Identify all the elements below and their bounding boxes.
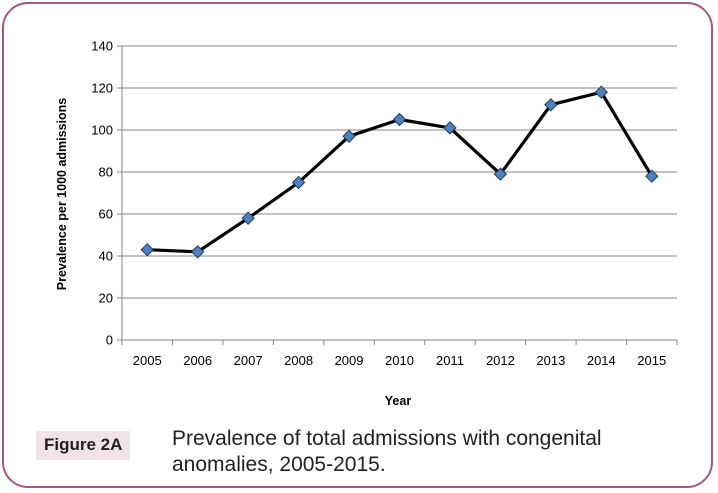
x-axis-title: Year — [385, 394, 412, 408]
data-point-marker — [645, 169, 659, 183]
x-tick-label: 2008 — [284, 353, 313, 368]
y-tick-label: 80 — [99, 165, 113, 180]
y-tick-label: 100 — [91, 123, 113, 138]
data-point-marker — [443, 121, 457, 135]
x-tick-label: 2006 — [183, 353, 212, 368]
line-chart: 0 20 40 60 80 100 120 140 2005 2006 2007 2008 2009 20… — [55, 39, 678, 408]
x-tick-label: 2005 — [133, 353, 162, 368]
series — [140, 85, 659, 259]
x-tick-label: 2007 — [234, 353, 263, 368]
data-point-marker — [140, 242, 154, 257]
figure-caption-text: Prevalence of total admissions with cong… — [172, 427, 602, 476]
data-point-marker — [544, 98, 558, 112]
x-tick-label: 2015 — [637, 353, 666, 368]
y-tick-label: 20 — [99, 291, 113, 306]
x-tick-label: 2014 — [587, 353, 616, 368]
data-point-marker — [594, 85, 609, 99]
data-point-marker — [493, 167, 508, 181]
tick-labels: 0 20 40 60 80 100 120 140 2005 2006 2007 2008 2009 20… — [91, 39, 666, 369]
x-tick-label: 2013 — [536, 353, 565, 368]
figure-frame — [2, 2, 713, 488]
data-point-marker — [392, 112, 407, 127]
x-tick-label: 2011 — [436, 353, 464, 368]
x-tick-label: 2010 — [385, 353, 414, 368]
y-tick-label: 40 — [99, 249, 113, 264]
data-point-marker — [342, 129, 356, 144]
axes — [117, 45, 678, 345]
data-point-marker — [291, 175, 306, 190]
x-tick-label: 2012 — [486, 353, 515, 368]
y-axis-title: Prevalence per 1000 admissions — [55, 98, 69, 291]
y-tick-label: 120 — [91, 81, 113, 96]
y-tick-label: 140 — [91, 39, 113, 54]
gridlines — [122, 45, 677, 299]
figure-label: Figure 2A — [36, 431, 131, 460]
data-point-marker — [190, 245, 205, 259]
x-tick-label: 2009 — [335, 353, 364, 368]
data-point-marker — [241, 211, 255, 225]
y-tick-label: 0 — [106, 333, 113, 348]
y-tick-label: 60 — [99, 207, 113, 222]
